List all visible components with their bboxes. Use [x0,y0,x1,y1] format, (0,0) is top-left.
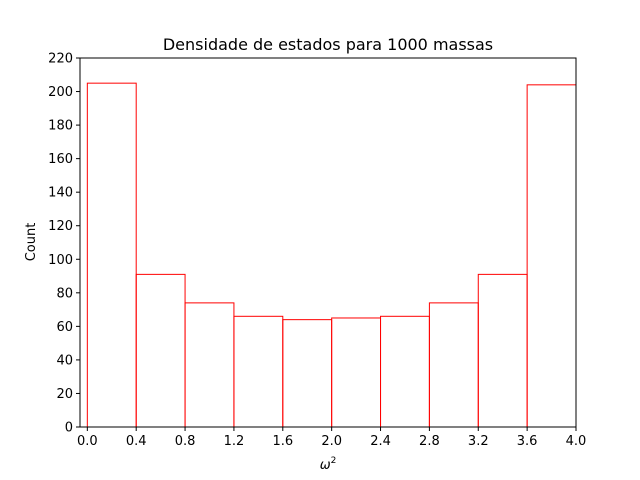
y-tick-label: 120 [48,219,73,234]
y-tick-label: 180 [48,119,73,134]
histogram-bar [331,317,382,428]
histogram-bar [380,315,430,428]
x-tick-label: 4.0 [566,434,587,449]
plot-frame [79,57,577,428]
histogram-bar [135,273,186,428]
bars-group [86,82,577,428]
y-tick-label: 0 [65,421,73,436]
histogram-bar [86,82,137,428]
chart-title: Densidade de estados para 1000 massas [163,35,493,54]
y-tick-label: 20 [56,387,73,402]
histogram-bar [526,84,577,428]
y-tick-label: 60 [56,320,73,335]
y-tick-label: 80 [56,286,73,301]
y-axis-label: Count [24,223,39,262]
x-tick-label: 3.2 [468,434,489,449]
x-tick-label: 3.6 [517,434,538,449]
histogram-bar [282,319,333,428]
x-tick-label: 2.8 [419,434,440,449]
histogram-bar [477,273,528,428]
x-axis-label: ω2 [320,456,337,473]
x-tick-label: 1.6 [272,434,293,449]
histogram-bar [428,302,479,428]
x-tick-label: 0.4 [126,434,147,449]
y-axis-ticks: 0 20 40 60 80 100 120 140 160 180 200 220 [48,52,80,436]
y-tick-label: 220 [48,52,73,67]
y-tick-label: 40 [56,353,73,368]
x-axis-ticks: 0.0 0.4 0.8 1.2 1.6 2.0 2.4 2.8 3.2 3.6 4.0 [77,427,586,449]
histogram-bar [184,302,235,428]
x-tick-label: 1.2 [224,434,245,449]
x-tick-label: 0.0 [77,434,98,449]
y-tick-label: 160 [48,152,73,167]
histogram-bar [233,315,284,428]
y-tick-label: 140 [48,186,73,201]
y-tick-label: 200 [48,85,73,100]
y-tick-label: 100 [48,253,73,268]
x-tick-label: 2.4 [370,434,391,449]
x-tick-label: 2.0 [321,434,342,449]
x-tick-label: 0.8 [175,434,196,449]
